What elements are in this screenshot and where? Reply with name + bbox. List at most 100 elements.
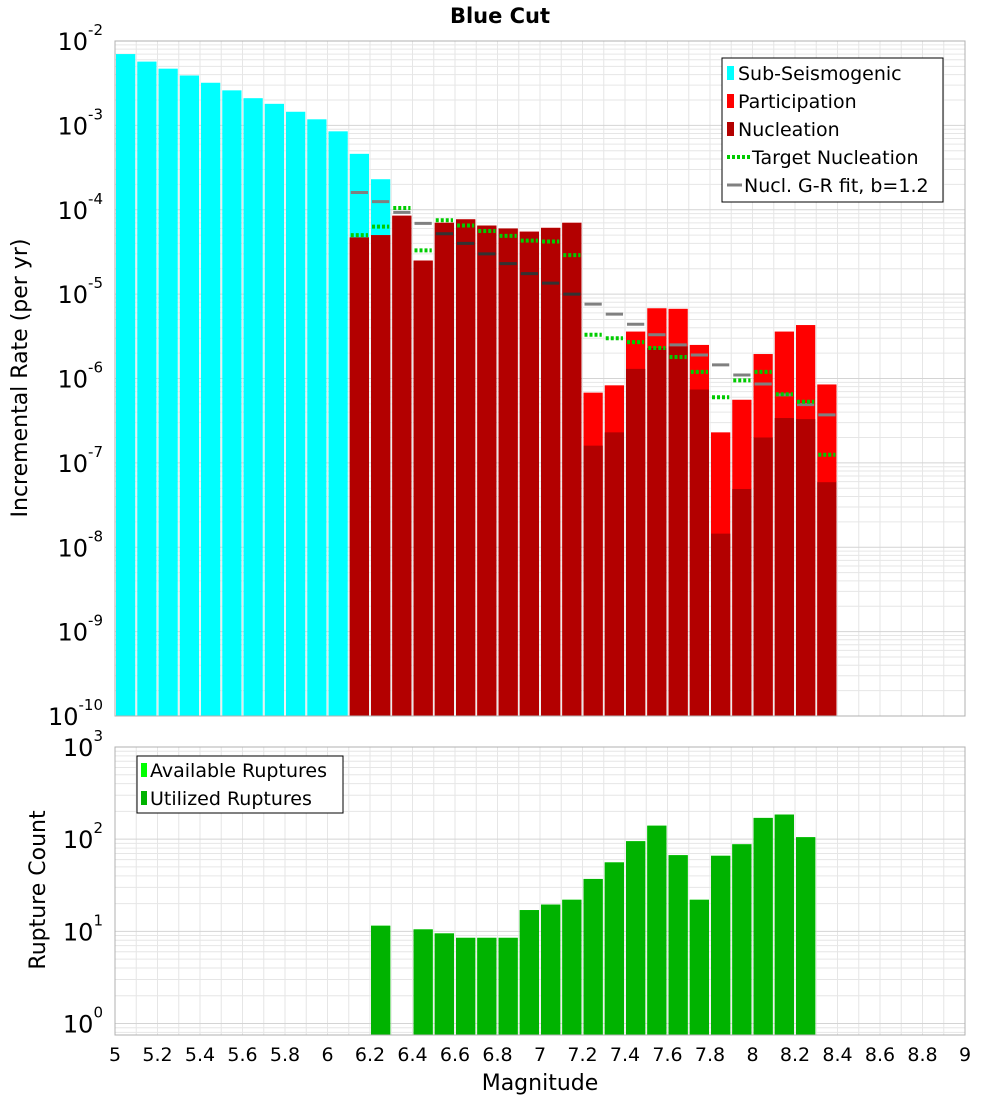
top-legend-label: Nucl. G-R fit, b=1.2 bbox=[744, 175, 929, 197]
utilized-ruptures-bar bbox=[689, 899, 709, 1035]
x-tick-label: 5.8 bbox=[270, 1044, 300, 1066]
utilized-ruptures-bar bbox=[753, 817, 773, 1035]
utilized-ruptures-bar bbox=[668, 855, 688, 1035]
utilized-ruptures-bar bbox=[456, 937, 476, 1035]
x-axis-label: Magnitude bbox=[482, 1071, 599, 1096]
top-legend-box bbox=[721, 57, 944, 203]
utilized-ruptures-bar bbox=[604, 862, 624, 1035]
sub-seismogenic-bar bbox=[243, 98, 263, 716]
top-legend-swatch bbox=[727, 94, 734, 108]
sub-seismogenic-bar bbox=[328, 131, 348, 717]
nucleation-bar bbox=[349, 237, 369, 716]
sub-seismogenic-bar bbox=[116, 54, 136, 717]
bottom-legend-label: Available Ruptures bbox=[150, 760, 327, 782]
bottom-legend-label: Utilized Ruptures bbox=[150, 788, 312, 810]
x-tick-label: 6.8 bbox=[482, 1044, 512, 1066]
bottom-legend-swatch bbox=[141, 763, 147, 777]
0-y-tick-label: 10-10 bbox=[48, 696, 103, 731]
utilized-ruptures-bar bbox=[711, 855, 731, 1035]
sub-seismogenic-bar bbox=[179, 75, 199, 717]
utilized-ruptures-bar bbox=[519, 910, 539, 1035]
top-legend-swatch bbox=[727, 66, 734, 80]
x-tick-label: 6.6 bbox=[440, 1044, 470, 1066]
nucleation-bar bbox=[774, 418, 794, 716]
utilized-ruptures-bar bbox=[732, 844, 752, 1035]
1-y-tick-label: 102 bbox=[63, 819, 103, 854]
0-y-tick-label: 10-7 bbox=[57, 443, 103, 478]
nucleation-bar bbox=[392, 215, 412, 717]
1-y-tick-label: 103 bbox=[63, 727, 103, 762]
nucleation-bar bbox=[796, 419, 816, 716]
0-y-tick-label: 10-4 bbox=[57, 190, 103, 225]
nucleation-bar bbox=[562, 222, 582, 716]
x-tick-label: 6.4 bbox=[397, 1044, 427, 1066]
utilized-ruptures-bar bbox=[434, 933, 454, 1035]
bottom-legend-box bbox=[136, 755, 344, 814]
nucleation-bar bbox=[604, 432, 624, 716]
nucleation-bar bbox=[817, 482, 837, 716]
nucleation-bar bbox=[668, 346, 688, 716]
nucleation-bar bbox=[753, 437, 773, 716]
nucleation-bar bbox=[434, 222, 454, 716]
utilized-ruptures-bar bbox=[477, 937, 497, 1035]
x-tick-label: 7.6 bbox=[652, 1044, 682, 1066]
top-legend-swatch bbox=[727, 122, 734, 136]
utilized-ruptures-bar bbox=[562, 899, 582, 1035]
chart-title: Blue Cut bbox=[450, 4, 550, 28]
0-y-tick-label: 10-3 bbox=[57, 105, 103, 140]
utilized-ruptures-bar bbox=[583, 878, 603, 1035]
nucleation-bar bbox=[519, 231, 539, 716]
sub-seismogenic-bar bbox=[307, 119, 327, 717]
x-tick-label: 7.8 bbox=[695, 1044, 725, 1066]
x-tick-label: 7 bbox=[534, 1044, 546, 1066]
x-tick-label: 6.2 bbox=[355, 1044, 385, 1066]
bottom-y-axis-label: Rupture Count bbox=[26, 810, 51, 970]
utilized-ruptures-bar bbox=[774, 814, 794, 1035]
top-legend-label: Target Nucleation bbox=[751, 147, 919, 169]
utilized-ruptures-bar bbox=[371, 925, 391, 1035]
top-legend-label: Participation bbox=[738, 91, 857, 113]
0-y-tick-label: 10-2 bbox=[57, 21, 103, 56]
top-plot-frame bbox=[114, 40, 966, 717]
x-tick-label: 7.4 bbox=[610, 1044, 640, 1066]
top-legend: Sub-Seismogenic Participation Nucleation T… bbox=[721, 57, 944, 203]
bottom-legend-swatch bbox=[141, 791, 147, 805]
x-tick-label: 8.6 bbox=[865, 1044, 895, 1066]
nucleation-bar bbox=[498, 228, 518, 716]
nucleation-bar bbox=[583, 445, 603, 716]
nucleation-bar bbox=[626, 368, 646, 716]
utilized-ruptures-bar bbox=[413, 929, 433, 1035]
0-y-tick-label: 10-9 bbox=[57, 612, 103, 647]
sub-seismogenic-bar bbox=[264, 103, 284, 717]
nucleation-bar bbox=[413, 260, 433, 716]
utilized-ruptures-bar bbox=[796, 837, 816, 1035]
x-tick-label: 8.8 bbox=[907, 1044, 937, 1066]
nucleation-bar bbox=[371, 235, 391, 716]
x-tick-label: 8.2 bbox=[780, 1044, 810, 1066]
x-tick-label: 9 bbox=[959, 1044, 971, 1066]
x-tick-label: 6 bbox=[321, 1044, 333, 1066]
nucleation-bar bbox=[456, 219, 476, 717]
bottom-plot-frame bbox=[114, 746, 966, 1036]
sub-seismogenic-bar bbox=[201, 82, 221, 716]
0-y-tick-label: 10-8 bbox=[57, 527, 103, 562]
nucleation-bar bbox=[689, 389, 709, 716]
x-tick-label: 8.4 bbox=[822, 1044, 852, 1066]
sub-seismogenic-bar bbox=[158, 68, 178, 716]
sub-seismogenic-bar bbox=[137, 61, 157, 716]
utilized-ruptures-bar bbox=[647, 825, 667, 1035]
1-y-tick-label: 101 bbox=[63, 911, 103, 946]
top-legend-label: Nucleation bbox=[738, 119, 840, 141]
x-tick-label: 5.4 bbox=[185, 1044, 215, 1066]
nucleation-bar bbox=[477, 225, 497, 716]
x-tick-label: 8 bbox=[746, 1044, 758, 1066]
top-y-axis-label: Incremental Rate (per yr) bbox=[8, 239, 33, 518]
bottom-legend: Available Ruptures Utilized Ruptures bbox=[136, 755, 344, 814]
nucleation-bar bbox=[541, 227, 561, 716]
top-legend-label: Sub-Seismogenic bbox=[738, 63, 902, 85]
sub-seismogenic-bar bbox=[222, 90, 242, 716]
nucleation-bar bbox=[647, 347, 667, 716]
nucleation-bar bbox=[711, 533, 731, 716]
x-tick-label: 5.6 bbox=[227, 1044, 257, 1066]
